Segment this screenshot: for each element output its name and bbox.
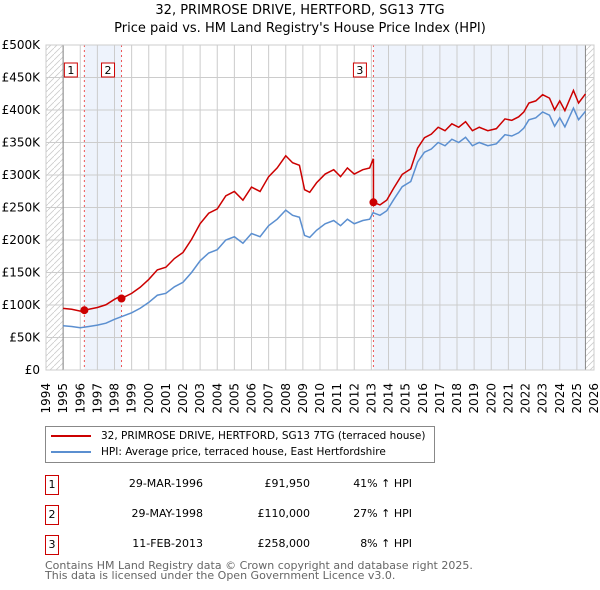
x-tick-label: 2012	[347, 383, 361, 414]
x-tick-label: 1999	[125, 383, 139, 414]
x-tick-label: 2023	[536, 383, 550, 414]
y-tick-label: £250K	[2, 201, 42, 215]
y-tick-label: £350K	[2, 136, 42, 150]
legend-item-hpi: HPI: Average price, terraced house, East…	[51, 446, 386, 458]
footer-copyright: Contains HM Land Registry data © Crown c…	[45, 559, 473, 572]
sale-badge	[101, 62, 116, 78]
sale-hpi-diff: 41% ↑ HPI	[353, 477, 412, 490]
y-tick-label: £200K	[2, 233, 42, 247]
x-tick-label: 2021	[501, 383, 515, 414]
x-tick-label: 2005	[227, 383, 241, 414]
footer: Contains HM Land Registry data © Crown c…	[45, 559, 473, 582]
x-tick-label: 2000	[142, 383, 156, 414]
y-tick-label: £450K	[2, 71, 42, 85]
y-tick-label: £0	[25, 363, 40, 377]
sale-marker-badge: 3	[45, 535, 59, 555]
sale-price: £258,000	[257, 537, 311, 550]
x-tick-label: 2017	[433, 383, 447, 414]
sale-point	[80, 306, 89, 315]
legend-swatch-price	[51, 435, 91, 437]
x-tick-label: 2022	[519, 383, 533, 414]
sale-price: £91,950	[264, 477, 311, 490]
sale-date: 11-FEB-2013	[132, 537, 203, 550]
x-tick-label: 2013	[364, 383, 378, 414]
y-tick-label: £100K	[2, 298, 42, 312]
legend-label-price: 32, PRIMROSE DRIVE, HERTFORD, SG13 7TG (…	[101, 430, 426, 442]
sale-badge	[63, 62, 78, 78]
sale-badge-label: 1	[67, 64, 74, 77]
x-tick-label: 2002	[176, 383, 190, 414]
price-chart: £0 £50K £100K £150K £200K £250K £300K £350K £400…	[2, 38, 600, 414]
x-tick-label: 2026	[587, 383, 600, 414]
sale-row: 3 11-FEB-2013 £258,000 8% ↑ HPI	[45, 535, 445, 555]
plot-border	[45, 44, 595, 371]
x-tick-label: 2003	[193, 383, 207, 414]
x-tick-label: 1994	[39, 383, 53, 414]
x-tick-label: 2008	[279, 383, 293, 414]
x-tick-label: 2007	[262, 383, 276, 414]
x-tick-label: 2020	[484, 383, 498, 414]
y-tick-label: £50K	[9, 331, 41, 345]
x-tick-label: 1997	[90, 383, 104, 414]
y-tick-label: £500K	[2, 38, 42, 52]
sale-row: 2 29-MAY-1998 £110,000 27% ↑ HPI	[45, 505, 445, 525]
chart-subtitle: Price paid vs. HM Land Registry's House …	[114, 21, 486, 36]
sale-date: 29-MAR-1996	[128, 477, 203, 490]
x-tick-label: 2015	[399, 383, 413, 414]
x-tick-label: 2014	[382, 383, 396, 414]
chart-title: 32, PRIMROSE DRIVE, HERTFORD, SG13 7TG	[155, 3, 445, 18]
sale-marker-badge: 1	[45, 475, 59, 495]
hpi-line	[63, 106, 587, 329]
x-tick-label: 1998	[108, 383, 122, 414]
sale-date: 29-MAY-1998	[131, 507, 203, 520]
x-tick-label: 2018	[450, 383, 464, 414]
x-tick-label: 2019	[467, 383, 481, 414]
price-paid-line	[63, 88, 587, 312]
sale-point	[369, 198, 378, 207]
x-tick-label: 2006	[245, 383, 259, 414]
legend: 32, PRIMROSE DRIVE, HERTFORD, SG13 7TG (…	[45, 426, 435, 463]
x-tick-label: 1996	[73, 383, 87, 414]
legend-item-price: 32, PRIMROSE DRIVE, HERTFORD, SG13 7TG (…	[51, 430, 425, 442]
x-tick-label: 2009	[296, 383, 310, 414]
sale-badge-label: 3	[356, 64, 363, 77]
footer-licence: This data is licensed under the Open Gov…	[45, 569, 396, 582]
sale-price: £110,000	[257, 507, 311, 520]
x-tick-label: 2025	[570, 383, 584, 414]
x-tick-label: 2001	[159, 383, 173, 414]
sale-point	[117, 294, 126, 303]
sale-hpi-diff: 27% ↑ HPI	[353, 507, 412, 520]
y-tick-label: £400K	[2, 103, 42, 117]
x-tick-label: 1995	[56, 383, 70, 414]
legend-swatch-hpi	[51, 451, 91, 453]
sale-row: 1 29-MAR-1996 £91,950 41% ↑ HPI	[45, 475, 445, 495]
legend-label-hpi: HPI: Average price, terraced house, East…	[101, 446, 386, 458]
x-tick-label: 2004	[210, 383, 224, 414]
sale-badge	[352, 62, 367, 78]
sale-marker-badge: 2	[45, 505, 59, 525]
y-tick-label: £150K	[2, 266, 42, 280]
x-tick-label: 2011	[330, 383, 344, 414]
x-tick-label: 2016	[416, 383, 430, 414]
sale-hpi-diff: 8% ↑ HPI	[360, 537, 412, 550]
x-tick-label: 2010	[313, 383, 327, 414]
x-tick-label: 2024	[553, 383, 567, 414]
sale-badge-label: 2	[105, 64, 112, 77]
y-tick-label: £300K	[2, 168, 42, 182]
